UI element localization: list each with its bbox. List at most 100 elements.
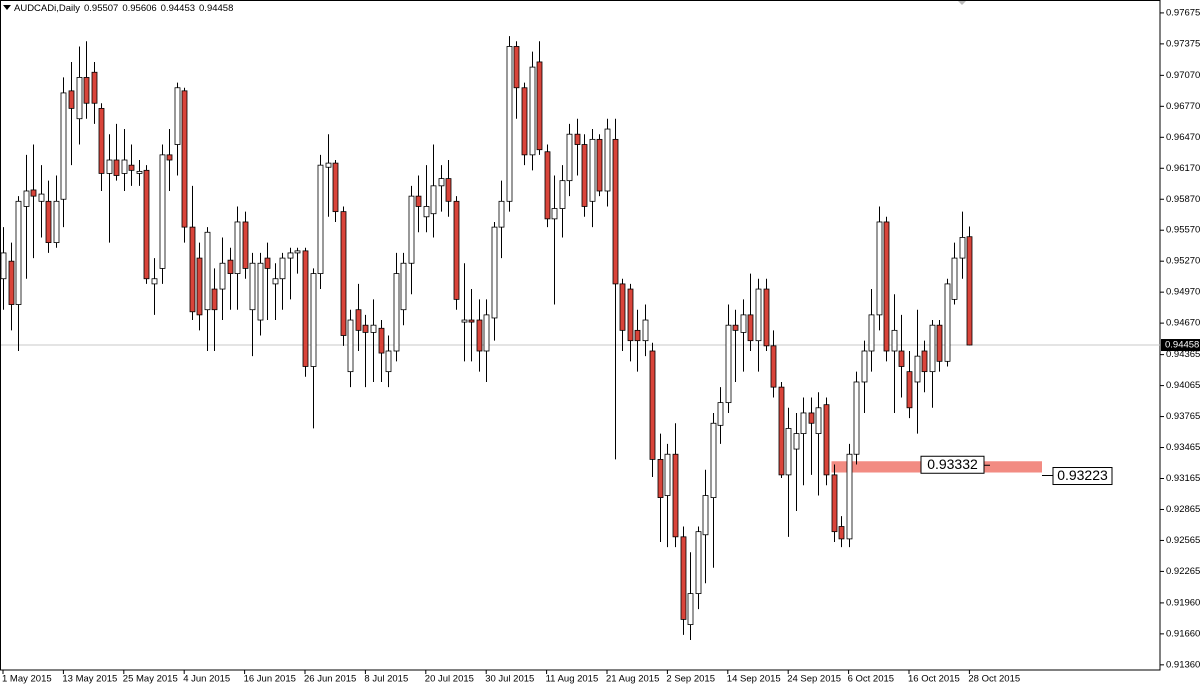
- candle-body: [619, 283, 626, 331]
- y-tick-label: 0.97375: [1166, 38, 1200, 49]
- candle-body: [755, 288, 762, 342]
- candle-body: [680, 536, 687, 620]
- candle-body: [589, 138, 596, 202]
- candle-body: [113, 159, 120, 176]
- low-value: 0.94453: [161, 3, 195, 14]
- y-tick-label: 0.91360: [1166, 659, 1200, 670]
- candle-body: [861, 350, 868, 383]
- candle-body: [657, 458, 664, 498]
- candle-body: [219, 262, 226, 290]
- candle-body: [544, 151, 551, 220]
- menu-arrow: [3, 5, 11, 10]
- candle-body: [649, 350, 656, 460]
- candle-body: [121, 159, 128, 174]
- candle-body: [332, 162, 339, 213]
- candle-body: [808, 412, 815, 424]
- candle-body: [166, 154, 173, 161]
- y-tick-label: 0.95270: [1166, 256, 1200, 267]
- candle-body: [491, 226, 498, 319]
- candle-body: [98, 107, 105, 174]
- candle-body: [362, 324, 369, 333]
- level-label: 0.93223: [1052, 467, 1113, 486]
- candle-body: [68, 90, 75, 109]
- candle-body: [83, 77, 90, 104]
- candle-body: [596, 138, 603, 192]
- candle-body: [498, 200, 505, 228]
- candle-body: [76, 77, 83, 120]
- candle-body: [325, 162, 332, 168]
- x-tick-label: 2 Sep 2015: [666, 674, 715, 685]
- candle-body: [400, 262, 407, 311]
- candle-body: [249, 262, 256, 311]
- candle-body: [529, 66, 536, 156]
- candle-body: [174, 87, 181, 145]
- candle-body: [966, 236, 973, 346]
- candle-body: [272, 278, 279, 285]
- candle-body: [664, 453, 671, 496]
- y-tick-label: 0.95870: [1166, 194, 1200, 205]
- candle-body: [30, 189, 37, 197]
- candle-body: [310, 273, 317, 367]
- candle-body: [415, 195, 422, 207]
- candle-body: [189, 226, 196, 313]
- symbol: AUDCADi,Daily: [14, 3, 80, 14]
- candle-body: [815, 407, 822, 434]
- x-tick-label: 14 Sep 2015: [727, 674, 781, 685]
- y-tick-label: 0.97675: [1166, 7, 1200, 18]
- y-tick-label: 0.94365: [1166, 349, 1200, 360]
- level-text: 0.93223: [1057, 467, 1108, 483]
- y-tick-label: 0.93465: [1166, 442, 1200, 453]
- candle-body: [287, 252, 294, 259]
- y-tick-label: 0.95570: [1166, 225, 1200, 236]
- candle-body: [60, 92, 67, 200]
- x-tick-label: 20 Jul 2015: [425, 674, 474, 685]
- candle-body: [853, 381, 860, 455]
- candle-body: [128, 164, 135, 171]
- candle-body: [370, 324, 377, 333]
- candle-body: [423, 206, 430, 218]
- candle-body: [921, 350, 928, 373]
- candle-body: [279, 257, 286, 280]
- candle-body: [951, 257, 958, 300]
- y-tick-label: 0.94670: [1166, 318, 1200, 329]
- candle-body: [483, 314, 490, 352]
- candle-body: [800, 412, 807, 434]
- open-value: 0.95507: [84, 3, 118, 14]
- candle-body: [468, 319, 475, 323]
- candle-body: [846, 453, 853, 540]
- candle-body: [521, 87, 528, 156]
- candle-body: [159, 154, 166, 269]
- y-tick-label: 0.93765: [1166, 411, 1200, 422]
- candle-body: [838, 526, 845, 540]
- candle-body: [227, 259, 234, 274]
- candle-body: [0, 252, 7, 280]
- candle-body: [944, 283, 951, 362]
- candle-body: [785, 428, 792, 476]
- candle-body: [898, 350, 905, 367]
- candle-body: [559, 180, 566, 209]
- candle-body: [627, 288, 634, 342]
- candle-body: [831, 474, 838, 533]
- candle-body: [204, 231, 211, 311]
- candle-body: [143, 169, 150, 280]
- candle-body: [740, 314, 747, 333]
- candle-body: [823, 404, 830, 476]
- candle-body: [257, 262, 264, 321]
- candle-body: [883, 221, 890, 352]
- candle-body: [430, 185, 437, 215]
- candle-body: [106, 159, 113, 174]
- candle-body: [747, 314, 754, 342]
- candle-body: [264, 257, 271, 269]
- candle-body: [355, 309, 362, 331]
- candle-body: [936, 324, 943, 362]
- x-tick-label: 16 Oct 2015: [908, 674, 960, 685]
- y-tick-label: 0.97070: [1166, 70, 1200, 81]
- candle-body: [513, 46, 520, 89]
- candle-body: [8, 260, 15, 305]
- x-tick-label: 11 Aug 2015: [546, 674, 599, 685]
- candle-body: [536, 61, 543, 151]
- x-tick-label: 25 May 2015: [123, 674, 178, 685]
- candle-body: [566, 133, 573, 182]
- candle-body: [408, 195, 415, 264]
